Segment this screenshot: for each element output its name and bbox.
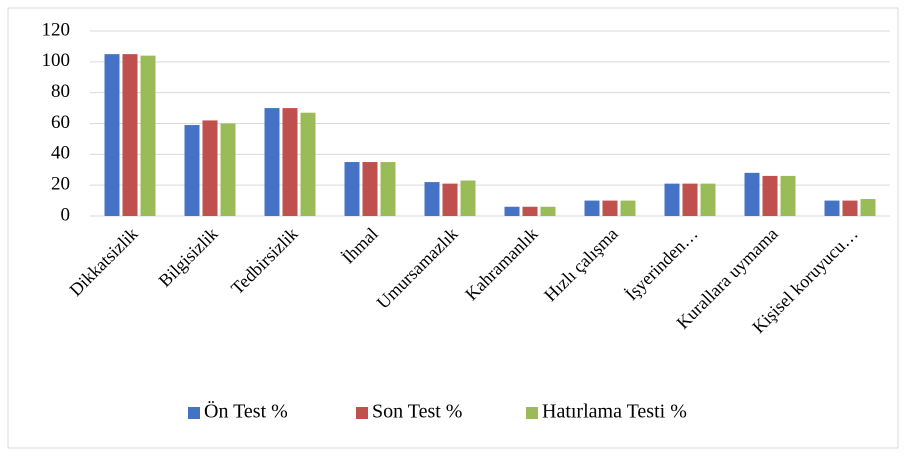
bar <box>504 206 520 216</box>
legend-swatch <box>526 407 538 419</box>
y-tick-label: 100 <box>42 50 71 71</box>
bar <box>344 162 360 216</box>
bar <box>664 183 680 216</box>
chart-frame <box>7 7 899 449</box>
legend-label: Ön Test % <box>204 400 288 423</box>
bar <box>460 180 476 216</box>
y-tick-label: 120 <box>42 19 71 40</box>
legend-label: Hatırlama Testi % <box>542 401 687 423</box>
bar <box>300 112 316 216</box>
legend-swatch <box>188 407 200 419</box>
bar <box>824 200 840 216</box>
legend-label: Son Test % <box>372 401 462 423</box>
bar <box>104 54 120 216</box>
bar <box>780 175 796 216</box>
bar <box>762 175 778 216</box>
y-tick-label: 0 <box>61 204 71 225</box>
bar <box>282 108 298 216</box>
bar <box>380 162 396 216</box>
bar <box>842 200 858 216</box>
bar <box>184 125 200 216</box>
bar <box>220 123 236 216</box>
bar <box>362 162 378 216</box>
y-tick-label: 80 <box>51 81 70 102</box>
y-tick-label: 40 <box>51 143 70 164</box>
bar <box>140 55 156 216</box>
bar <box>424 182 440 216</box>
bar <box>522 206 538 216</box>
bar <box>744 172 760 216</box>
bar <box>264 108 280 216</box>
bar <box>540 206 556 216</box>
bar <box>682 183 698 216</box>
y-tick-label: 60 <box>51 112 70 133</box>
bar <box>202 120 218 216</box>
bar <box>860 199 876 216</box>
legend-swatch <box>356 407 368 419</box>
bar <box>602 200 618 216</box>
bar <box>620 200 636 216</box>
y-tick-label: 20 <box>51 174 70 195</box>
bar <box>442 183 458 216</box>
bar <box>700 183 716 216</box>
bar <box>584 200 600 216</box>
bar <box>122 54 138 216</box>
